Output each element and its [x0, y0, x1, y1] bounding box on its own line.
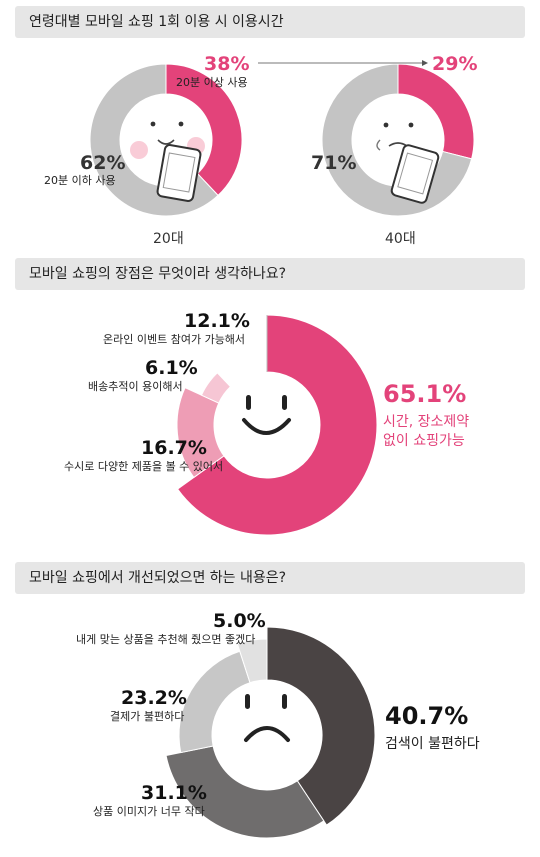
section3-title: 모바일 쇼핑에서 개선되었으면 하는 내용은? [15, 562, 525, 594]
comparison-arrow [258, 60, 428, 66]
sad-face-icon [244, 694, 290, 742]
category-label-20s-under: 20분 이하 사용 [44, 174, 116, 187]
donut-chart-40s [321, 63, 475, 217]
value-label-40s-over: 29% [432, 53, 478, 75]
value-label-20s-over: 38% [204, 53, 250, 75]
donut-chart-advantages [176, 314, 378, 536]
category-label-events: 온라인 이벤트 참여가 가능해서 [103, 333, 246, 346]
category-label-tracking: 배송추적이 용이해서 [88, 380, 183, 393]
category-label-search: 검색이 불편하다 [385, 736, 480, 752]
category-label-anytime-line1: 시간, 장소제약 [383, 414, 470, 430]
donut-hole-improvements [212, 680, 322, 790]
value-label-variety: 16.7% [141, 437, 207, 459]
value-label-payment: 23.2% [121, 687, 187, 709]
category-label-images: 상품 이미지가 너무 작다 [93, 805, 205, 818]
category-label-variety: 수시로 다양한 제품을 볼 수 있어서 [64, 460, 224, 473]
value-label-recommend: 5.0% [213, 610, 266, 632]
smiley-face-icon [242, 395, 291, 435]
value-label-events: 12.1% [184, 310, 250, 332]
category-label-20s-over: 20분 이상 사용 [176, 76, 248, 89]
donut-chart-improvements [165, 626, 376, 839]
value-label-images: 31.1% [141, 782, 207, 804]
value-label-40s-under: 71% [311, 152, 357, 174]
section1-title: 연령대별 모바일 쇼핑 1회 이용 시 이용시간 [15, 6, 525, 38]
value-label-search: 40.7% [385, 702, 469, 730]
donut-hole-advantages [214, 372, 320, 478]
section2-title: 모바일 쇼핑의 장점은 무엇이라 생각하나요? [15, 258, 525, 290]
smartphone-icon-20s [156, 144, 202, 202]
value-label-anytime: 65.1% [383, 380, 467, 408]
smartphone-icon-40s [390, 144, 440, 204]
category-label-anytime-line2: 없이 쇼핑가능 [383, 433, 465, 449]
chart-title-20s: 20대 [153, 231, 184, 247]
chart-title-40s: 40대 [385, 231, 416, 247]
category-label-recommend: 내게 맞는 상품을 추천해 줬으면 좋겠다 [76, 633, 256, 646]
value-label-20s-under: 62% [80, 152, 126, 174]
value-label-tracking: 6.1% [145, 357, 198, 379]
category-label-payment: 결제가 불편하다 [110, 710, 185, 723]
